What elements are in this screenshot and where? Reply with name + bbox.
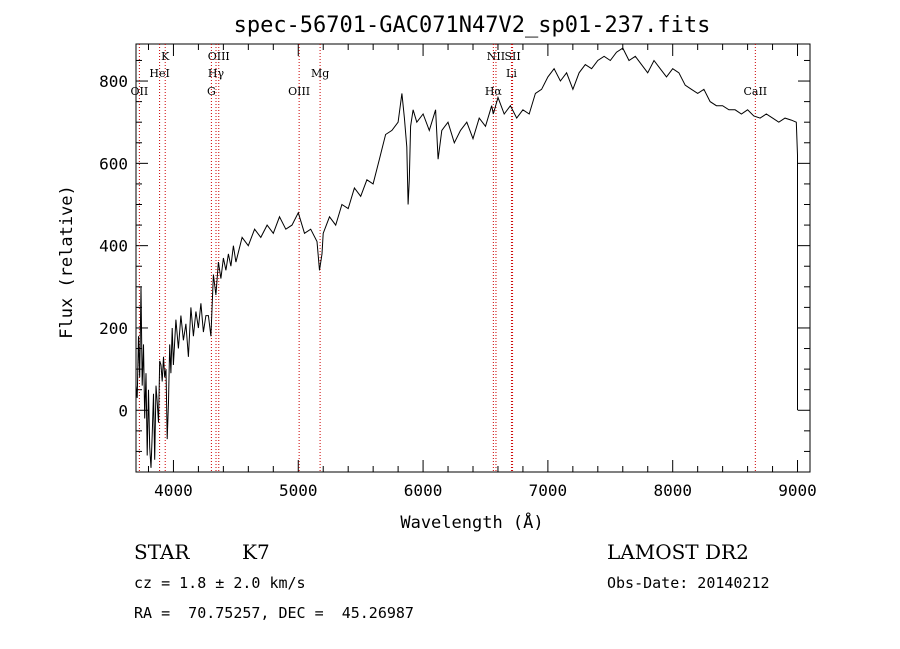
survey-name: LAMOST DR2 <box>607 540 749 564</box>
x-tick-label: 6000 <box>404 481 443 500</box>
y-tick-label: 800 <box>99 72 128 91</box>
chart-title: spec-56701-GAC071N47V2_sp01-237.fits <box>234 13 711 38</box>
sky-coordinates: RA = 70.75257, DEC = 45.26987 <box>134 604 414 622</box>
flux-series-line <box>135 47 798 468</box>
line-marker-label: Hγ <box>208 67 225 80</box>
observation-date: Obs-Date: 20140212 <box>607 574 770 592</box>
line-marker-label: NII <box>487 50 505 63</box>
y-tick-label: 400 <box>99 237 128 256</box>
y-tick-label: 0 <box>118 401 128 420</box>
line-marker-label: Mg <box>311 67 329 80</box>
line-marker-label: OII <box>131 85 149 98</box>
line-marker-label: G <box>207 85 216 98</box>
redshift-velocity: cz = 1.8 ± 2.0 km/s <box>134 574 306 592</box>
line-marker-label: OIII <box>208 50 230 63</box>
x-tick-label: 9000 <box>778 481 817 500</box>
line-marker-label: Hα <box>485 85 503 98</box>
x-tick-label: 4000 <box>154 481 193 500</box>
line-marker-label: Li <box>506 67 517 80</box>
x-axis-label: Wavelength (Å) <box>400 511 543 533</box>
minor-ticks <box>136 44 810 472</box>
line-marker-label: CaII <box>743 85 767 98</box>
line-marker-label: K <box>161 50 170 63</box>
line-marker-label: OIII <box>288 85 310 98</box>
object-class: STAR <box>134 540 190 564</box>
x-tick-label: 5000 <box>279 481 318 500</box>
y-axis-ticks: 0 200 400 600 800 <box>99 72 810 420</box>
x-tick-label: 8000 <box>653 481 692 500</box>
y-axis-label: Flux (relative) <box>57 185 77 339</box>
y-tick-label: 600 <box>99 154 128 173</box>
line-marker-label: HeI <box>149 67 169 80</box>
line-marker-label: SII <box>504 50 520 63</box>
x-axis-ticks: 4000 5000 6000 7000 8000 9000 <box>154 44 817 500</box>
y-tick-label: 200 <box>99 319 128 338</box>
x-tick-label: 7000 <box>529 481 568 500</box>
spectral-subclass: K7 <box>242 540 270 564</box>
